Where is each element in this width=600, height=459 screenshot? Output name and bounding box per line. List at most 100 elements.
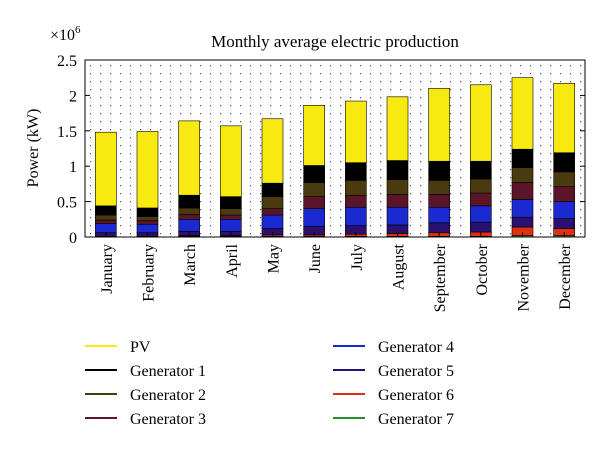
grid-dot	[170, 161, 172, 163]
grid-dot	[370, 233, 372, 235]
grid-dot	[300, 113, 302, 115]
grid-dot	[390, 89, 392, 91]
bar-segment	[386, 194, 409, 208]
grid-dot	[200, 217, 202, 219]
grid-dot	[420, 97, 422, 99]
grid-dot	[420, 73, 422, 75]
grid-dot	[450, 137, 452, 139]
grid-dot	[410, 177, 412, 179]
grid-dot	[90, 121, 92, 123]
grid-dot	[170, 97, 172, 99]
grid-dot	[330, 185, 332, 187]
grid-dot	[100, 105, 102, 107]
grid-dot	[450, 89, 452, 91]
grid-dot	[130, 217, 132, 219]
grid-dot	[410, 233, 412, 235]
grid-dot	[370, 89, 372, 91]
grid-dot	[280, 89, 282, 91]
grid-dot	[450, 169, 452, 171]
grid-dot	[210, 153, 212, 155]
grid-dot	[580, 73, 582, 75]
grid-dot	[100, 81, 102, 83]
grid-dot	[90, 177, 92, 179]
grid-dot	[250, 97, 252, 99]
grid-dot	[280, 105, 282, 107]
grid-dot	[330, 145, 332, 147]
grid-dot	[490, 81, 492, 83]
grid-dot	[500, 177, 502, 179]
grid-dot	[300, 177, 302, 179]
grid-dot	[550, 97, 552, 99]
grid-dot	[210, 89, 212, 91]
grid-dot	[460, 217, 462, 219]
x-tick-label: February	[141, 244, 158, 302]
grid-dot	[260, 153, 262, 155]
grid-dot	[210, 73, 212, 75]
grid-dot	[460, 97, 462, 99]
grid-dot	[320, 97, 322, 99]
grid-dot	[240, 121, 242, 123]
grid-dot	[150, 105, 152, 107]
grid-dot	[150, 73, 152, 75]
grid-dot	[110, 129, 112, 131]
grid-dots	[90, 65, 582, 235]
grid-dot	[410, 201, 412, 203]
grid-dot	[410, 153, 412, 155]
grid-dot	[280, 97, 282, 99]
bar-segment	[428, 222, 450, 234]
grid-dot	[120, 153, 122, 155]
grid-dot	[320, 73, 322, 75]
grid-dot	[580, 153, 582, 155]
bar-segment	[428, 160, 450, 181]
grid-dot	[420, 201, 422, 203]
grid-dot	[500, 113, 502, 115]
grid-dot	[130, 225, 132, 227]
grid-dot	[130, 177, 132, 179]
grid-dot	[100, 97, 102, 99]
grid-dot	[200, 193, 202, 195]
grid-dot	[160, 81, 162, 83]
grid-dot	[160, 177, 162, 179]
grid-dot	[150, 113, 152, 115]
grid-dot	[290, 177, 292, 179]
grid-dot	[160, 129, 162, 131]
grid-dot	[410, 217, 412, 219]
grid-dot	[220, 113, 222, 115]
grid-dot	[160, 89, 162, 91]
grid-dot	[160, 97, 162, 99]
grid-dot	[90, 113, 92, 115]
bar-segment	[261, 208, 284, 216]
grid-dot	[460, 129, 462, 131]
grid-dot	[500, 209, 502, 211]
grid-dot	[250, 121, 252, 123]
grid-dot	[500, 121, 502, 123]
grid-dot	[290, 225, 292, 227]
y-tick-label: 0	[69, 230, 77, 247]
x-tick-label: January	[99, 244, 116, 294]
grid-dot	[160, 217, 162, 219]
grid-dot	[540, 89, 542, 91]
grid-dot	[370, 153, 372, 155]
grid-dot	[420, 113, 422, 115]
bar-segment	[428, 194, 450, 208]
grid-dot	[120, 201, 122, 203]
grid-dot	[400, 89, 402, 91]
grid-dot	[210, 129, 212, 131]
grid-dot	[290, 153, 292, 155]
grid-dot	[340, 193, 342, 195]
grid-dot	[210, 105, 212, 107]
grid-dot	[170, 177, 172, 179]
grid-dot	[160, 185, 162, 187]
grid-dot	[540, 145, 542, 147]
grid-dot	[510, 161, 512, 163]
grid-dot	[300, 105, 302, 107]
grid-dot	[250, 193, 252, 195]
grid-dot	[370, 105, 372, 107]
grid-dot	[420, 233, 422, 235]
grid-dot	[540, 81, 542, 83]
grid-dot	[380, 193, 382, 195]
y-tick-label: 2.5	[57, 53, 77, 70]
grid-dot	[550, 161, 552, 163]
grid-dot	[370, 225, 372, 227]
grid-dot	[540, 121, 542, 123]
